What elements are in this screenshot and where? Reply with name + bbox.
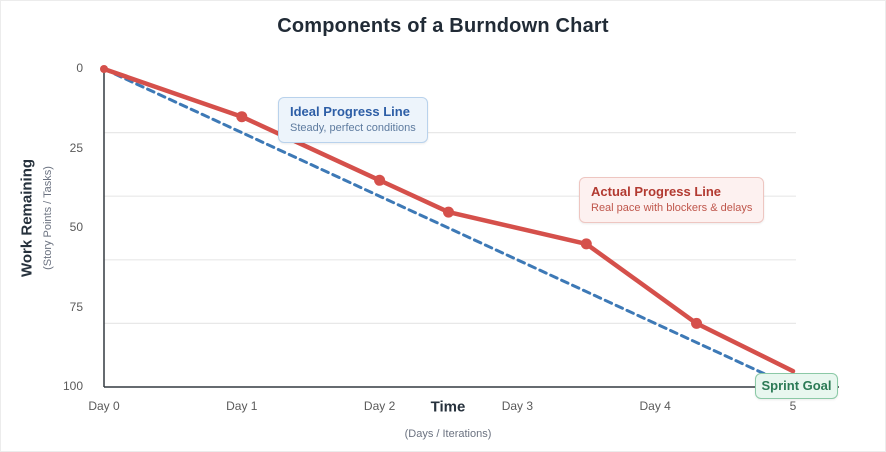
x-tick-label: Day 0 [88, 399, 120, 413]
data-point-marker [443, 206, 454, 218]
ideal-progress-line [102, 67, 795, 389]
ideal-annotation-title: Ideal Progress Line [290, 104, 410, 119]
y-axis-title: Work Remaining [18, 158, 36, 278]
chart-title: Components of a Burndown Chart [277, 15, 609, 37]
x-tick-label: Day 1 [226, 399, 258, 413]
x-tick-label: Day 3 [501, 399, 534, 413]
y-tick-label: 75 [69, 299, 83, 314]
ideal-annotation-subtitle: Steady, perfect conditions [290, 121, 416, 134]
x-axis-title: Time [430, 398, 466, 416]
y-axis-subtitle: (Story Points / Tasks) [42, 166, 54, 270]
y-tick-label: 50 [69, 220, 83, 234]
sprint-goal-badge: Sprint Goal [755, 373, 838, 399]
data-point-marker [374, 174, 386, 186]
x-tick-label: 5 [789, 399, 797, 413]
data-point-marker [100, 65, 108, 73]
x-axis-subtitle: (Days / Iterations) [404, 428, 492, 440]
x-tick-label: Day 4 [639, 399, 671, 413]
ideal-progress-annotation: Ideal Progress Line Steady, perfect cond… [278, 97, 428, 143]
data-point-marker [691, 317, 703, 329]
actual-progress-annotation: Actual Progress Line Real pace with bloc… [579, 177, 765, 223]
actual-annotation-title: Actual Progress Line [591, 184, 722, 199]
y-tick-label: 25 [69, 140, 83, 155]
data-point-marker [236, 111, 248, 123]
y-tick-label: 0 [76, 61, 83, 75]
data-point-marker [580, 238, 592, 250]
actual-annotation-subtitle: Real pace with blockers & delays [591, 201, 753, 214]
y-tick-label: 100 [62, 379, 83, 393]
x-tick-label: Day 2 [363, 399, 396, 413]
